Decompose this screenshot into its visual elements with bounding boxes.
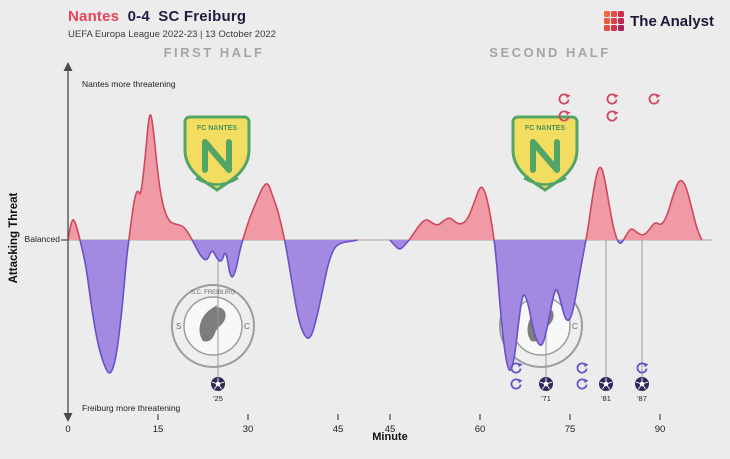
goal-minute-label: '87 xyxy=(637,394,647,403)
goal-minute-label: '71 xyxy=(541,394,551,403)
nantes-threat-area-second_half xyxy=(390,167,702,240)
x-axis-tick: 75 xyxy=(565,414,576,435)
freiburg-threat-note: Freiburg more threatening xyxy=(82,403,181,413)
analyst-grid-dot xyxy=(604,25,611,31)
analyst-grid-dot xyxy=(611,18,618,24)
balanced-note: Balanced xyxy=(24,234,60,244)
svg-text:C: C xyxy=(572,322,578,331)
substitution-icon xyxy=(606,93,619,105)
fc-nantes-crest-watermark: FC NANTES xyxy=(183,115,251,192)
svg-text:45: 45 xyxy=(333,424,344,435)
substitution-icon xyxy=(510,362,523,374)
goal-ball-icon xyxy=(211,377,225,391)
x-axis-label: Minute xyxy=(372,431,408,443)
away-team-name: SC Freiburg xyxy=(158,8,247,25)
second-half-label: SECOND HALF xyxy=(489,45,611,60)
fc-nantes-crest-watermark: FC NANTES xyxy=(511,115,579,192)
analyst-grid-dot xyxy=(618,25,625,31)
goal-ball-icon xyxy=(635,377,649,391)
analyst-grid-dot xyxy=(618,11,625,17)
match-subtitle: UEFA Europa League 2022-23 | 13 October … xyxy=(68,29,276,40)
goal-minute-label: '25 xyxy=(213,394,223,403)
svg-text:FC NANTES: FC NANTES xyxy=(197,125,237,132)
substitution-icon xyxy=(558,110,571,122)
x-axis-tick: 60 xyxy=(475,414,486,435)
substitution-icon xyxy=(648,93,661,105)
svg-text:S.C. FREIBURG: S.C. FREIBURG xyxy=(191,290,236,296)
substitution-icon xyxy=(558,93,571,105)
nantes-threat-area-first_half xyxy=(68,114,358,240)
brand-wordmark: The Analyst xyxy=(630,13,714,30)
nantes-threat-note: Nantes more threatening xyxy=(82,79,176,89)
match-header: Nantes 0-4 SC Freiburg UEFA Europa Leagu… xyxy=(68,8,276,40)
substitution-icon xyxy=(576,362,589,374)
svg-text:C: C xyxy=(244,322,250,331)
svg-text:75: 75 xyxy=(565,424,576,435)
x-axis-tick: 90 xyxy=(655,414,666,435)
svg-text:30: 30 xyxy=(243,424,254,435)
brand-the: The xyxy=(630,12,657,30)
x-axis-tick: 45 xyxy=(385,414,396,435)
x-axis-tick: 45 xyxy=(333,414,344,435)
analyst-grid-dot xyxy=(618,18,625,24)
substitution-icon xyxy=(510,378,523,390)
x-axis-tick: 15 xyxy=(153,414,164,435)
home-team-name: Nantes xyxy=(68,8,120,25)
goal-ball-icon xyxy=(539,377,553,391)
freiburg-threat-area-first_half xyxy=(68,240,358,373)
analyst-grid-dot xyxy=(604,11,611,17)
svg-text:FC NANTES: FC NANTES xyxy=(525,125,565,132)
analyst-grid-dot xyxy=(611,11,618,17)
svg-text:60: 60 xyxy=(475,424,486,435)
svg-text:90: 90 xyxy=(655,424,666,435)
match-title: Nantes 0-4 SC Freiburg xyxy=(68,8,276,25)
goal-ball-icon xyxy=(599,377,613,391)
analyst-grid-icon xyxy=(604,11,625,31)
svg-text:15: 15 xyxy=(153,424,164,435)
analyst-grid-dot xyxy=(611,25,618,31)
y-axis-arrow xyxy=(61,62,73,422)
svg-text:S: S xyxy=(176,322,181,331)
x-axis-tick: 0 xyxy=(65,414,71,435)
freiburg-threat-area-second_half xyxy=(390,240,702,371)
match-score: 0-4 xyxy=(127,8,150,25)
sc-freiburg-crest-watermark: S.C. FREIBURG S C xyxy=(171,284,255,368)
substitution-icon xyxy=(636,362,649,374)
brand-analyst: Analyst xyxy=(659,12,714,30)
svg-text:0: 0 xyxy=(65,424,70,435)
substitution-icon xyxy=(576,378,589,390)
svg-text:45: 45 xyxy=(385,424,396,435)
analyst-grid-dot xyxy=(604,18,611,24)
substitution-icon xyxy=(606,110,619,122)
first-half-label: FIRST HALF xyxy=(163,45,265,60)
the-analyst-logo: The Analyst xyxy=(604,11,714,31)
goal-minute-label: '81 xyxy=(601,394,611,403)
x-axis-tick: 30 xyxy=(243,414,254,435)
